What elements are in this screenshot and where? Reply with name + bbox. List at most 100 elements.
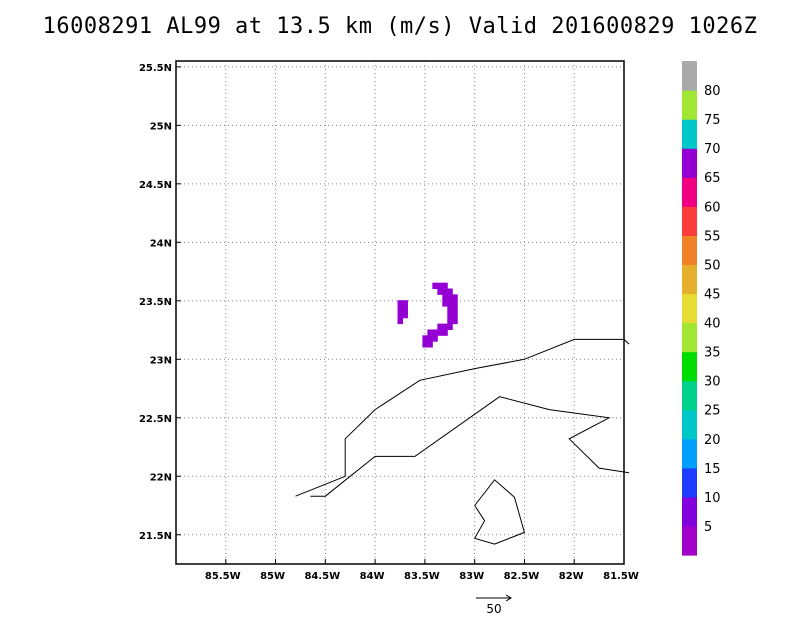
lon-tick-label-2: 84.5W xyxy=(304,571,340,582)
wind-cell-11 xyxy=(442,300,448,307)
colorbar-swatch-1 xyxy=(682,496,697,527)
colorbar-swatch-0 xyxy=(682,525,697,556)
wind-cell-32 xyxy=(422,335,428,342)
lon-tick-label-1: 85W xyxy=(260,571,285,582)
colorbar-swatch-13 xyxy=(682,148,697,178)
colorbar-swatch-7 xyxy=(682,322,697,353)
wind-cell-7 xyxy=(447,294,453,301)
lon-tick-label-5: 83W xyxy=(459,571,484,582)
wind-cell-6 xyxy=(442,294,448,301)
colorbar-label-11: 60 xyxy=(704,200,721,215)
colorbar-swatch-3 xyxy=(682,438,697,469)
axis-ticks: 85.5W 85W 84.5W 84W 83.5W 83W 82.5W 82W 81.5W 21.… xyxy=(139,63,639,582)
colorbar-swatch-4 xyxy=(682,409,697,440)
colorbar-swatch-10 xyxy=(682,235,697,266)
colorbar-swatch-8 xyxy=(682,293,697,324)
colorbar: 5 10 15 20 25 30 35 40 45 50 55 60 65 70 75 80 xyxy=(682,61,721,556)
colorbar-label-10: 55 xyxy=(704,229,721,244)
wind-cell-9 xyxy=(397,300,403,307)
colorbar-label-4: 25 xyxy=(704,404,721,419)
colorbar-swatch-14 xyxy=(682,119,697,149)
lat-tick-label-7: 25N xyxy=(150,121,172,132)
wind-cell-5 xyxy=(447,288,453,295)
colorbar-swatch-2 xyxy=(682,467,697,498)
wind-cell-30 xyxy=(437,329,443,336)
map-title: 16008291 AL99 at 13.5 km (m/s) Valid 201… xyxy=(42,14,758,39)
wind-cell-34 xyxy=(432,335,438,342)
colorbar-swatch-5 xyxy=(682,380,697,411)
colorbar-label-13: 70 xyxy=(704,142,721,157)
wind-cell-4 xyxy=(442,288,448,295)
colorbar-label-6: 35 xyxy=(704,346,721,361)
lat-tick-label-3: 23N xyxy=(150,355,172,366)
colorbar-label-3: 20 xyxy=(704,433,721,448)
reference-vector-arrowhead xyxy=(505,594,512,602)
wind-cell-10 xyxy=(402,300,408,307)
lon-tick-label-3: 84W xyxy=(360,571,385,582)
lon-tick-label-8: 81.5W xyxy=(603,571,639,582)
coastline-2 xyxy=(473,479,526,545)
reference-vector-label: 50 xyxy=(486,602,501,616)
colorbar-swatch-16 xyxy=(682,61,697,91)
wind-cell-36 xyxy=(427,341,433,348)
wind-cell-1 xyxy=(437,282,443,290)
wind-cell-24 xyxy=(452,317,458,325)
wind-cell-22 xyxy=(397,317,403,325)
colorbar-label-7: 40 xyxy=(704,317,721,332)
colorbar-label-8: 45 xyxy=(704,287,721,302)
wind-cell-13 xyxy=(452,300,458,307)
wind-cell-33 xyxy=(427,335,433,342)
lat-tick-label-5: 24N xyxy=(150,238,172,249)
colorbar-label-15: 80 xyxy=(704,84,721,99)
colorbar-label-2: 15 xyxy=(704,462,721,477)
colorbar-label-1: 10 xyxy=(704,491,721,506)
wind-cell-15 xyxy=(402,306,408,313)
coastlines xyxy=(295,338,630,545)
lon-tick-label-6: 82.5W xyxy=(504,571,540,582)
map-frame xyxy=(175,60,625,565)
coastline-1 xyxy=(310,396,630,497)
wind-cell-27 xyxy=(447,323,453,330)
colorbar-swatch-9 xyxy=(682,264,697,295)
wind-cell-16 xyxy=(447,306,453,313)
wind-cell-31 xyxy=(442,329,448,336)
wind-cell-21 xyxy=(452,311,458,319)
wind-cell-20 xyxy=(447,311,453,319)
lat-tick-label-0: 21.5N xyxy=(139,531,172,542)
wind-cell-3 xyxy=(437,288,443,295)
wind-cell-8 xyxy=(452,294,458,301)
wind-cell-26 xyxy=(442,323,448,330)
colorbar-swatch-6 xyxy=(682,351,697,382)
lat-tick-label-8: 25.5N xyxy=(139,63,172,74)
wind-cell-12 xyxy=(447,300,453,307)
wind-cell-25 xyxy=(437,323,443,330)
colorbar-label-14: 75 xyxy=(704,113,721,128)
colorbar-label-12: 65 xyxy=(704,171,721,186)
lat-tick-label-4: 23.5N xyxy=(139,297,172,308)
wind-cell-14 xyxy=(397,306,403,313)
wind-cell-29 xyxy=(432,329,438,336)
lat-tick-label-1: 22N xyxy=(150,472,172,483)
reference-vector: 50 xyxy=(476,594,512,616)
lon-tick-label-0: 85.5W xyxy=(205,571,241,582)
wind-cell-35 xyxy=(422,341,428,348)
wind-cell-2 xyxy=(442,282,448,290)
coastline-0 xyxy=(295,338,630,497)
colorbar-label-9: 50 xyxy=(704,258,721,273)
wind-cell-19 xyxy=(402,311,408,319)
lon-tick-label-7: 82W xyxy=(559,571,584,582)
wind-cell-17 xyxy=(452,306,458,313)
wind-cell-28 xyxy=(427,329,433,336)
lat-tick-label-6: 24.5N xyxy=(139,180,172,191)
lon-tick-label-4: 83.5W xyxy=(404,571,440,582)
colorbar-swatch-11 xyxy=(682,206,697,236)
colorbar-swatch-15 xyxy=(682,90,697,120)
colorbar-swatch-12 xyxy=(682,177,697,207)
lat-tick-label-2: 22.5N xyxy=(139,414,172,425)
wind-cell-0 xyxy=(432,282,438,290)
colorbar-label-0: 5 xyxy=(704,520,712,535)
wind-cell-18 xyxy=(397,311,403,319)
wind-cell-23 xyxy=(447,317,453,325)
wind-speed-cells xyxy=(397,282,458,348)
colorbar-label-5: 30 xyxy=(704,375,721,390)
